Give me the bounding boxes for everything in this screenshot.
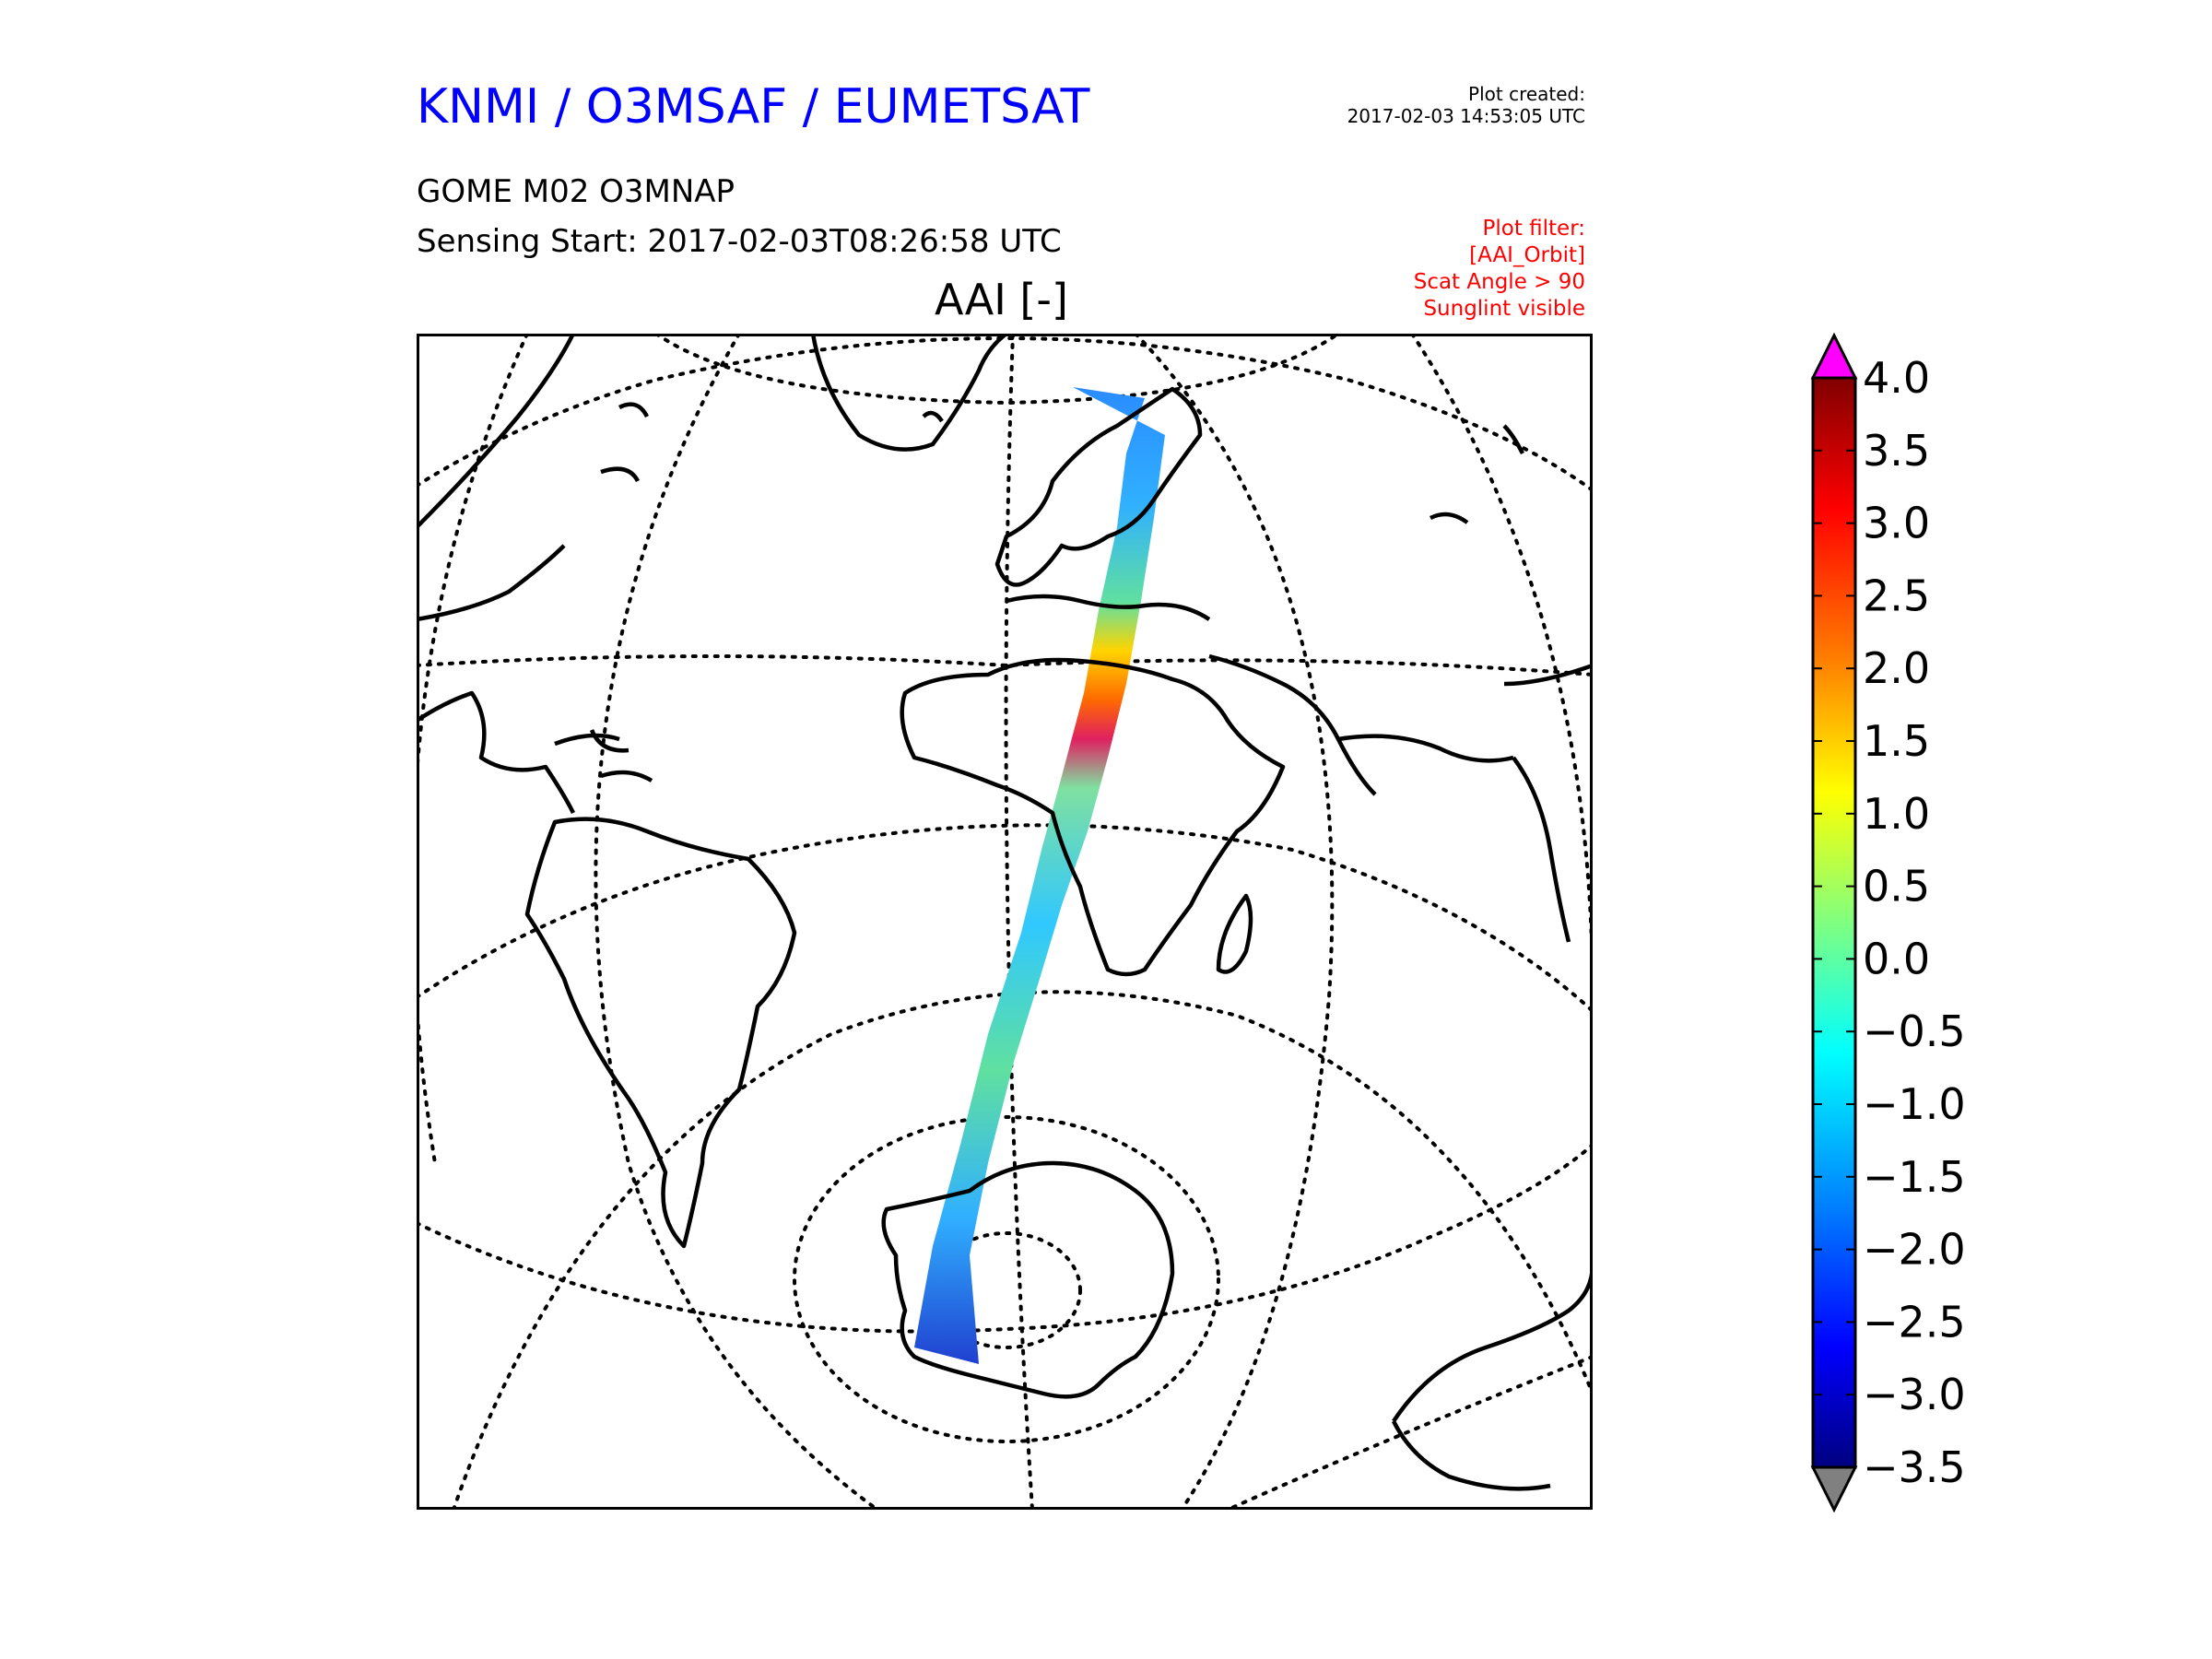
colorbar: 4.0 3.5 3.0 2.5 2.0 1.5 1.0 0.5 0.0 −0.5 −1.0 −1.5 −… <box>1810 332 1966 1513</box>
asia-coast <box>1337 663 1593 943</box>
latitude-line <box>417 1143 1593 1334</box>
longitude-line <box>417 334 529 1165</box>
antarctica-coast <box>881 1160 1175 1399</box>
map-panel <box>417 334 1593 1510</box>
product-name: GOME M02 O3MNAP <box>417 173 735 210</box>
greenland-coast <box>810 334 1008 452</box>
colorbar-tick-label: 2.0 <box>1863 643 1930 693</box>
north-america-coast <box>417 334 576 815</box>
europe-coast <box>994 386 1203 587</box>
colorbar-tick-label: 3.5 <box>1863 426 1930 476</box>
longitude-line <box>1226 1355 1593 1510</box>
filter-scat-angle: Scat Angle > 90 <box>1413 270 1585 294</box>
colorbar-gradient <box>1811 376 1857 1469</box>
colorbar-tick-label: −1.0 <box>1863 1079 1966 1129</box>
colorbar-tick-label: 0.5 <box>1863 862 1930 912</box>
filter-sunglint: Sunglint visible <box>1423 297 1585 321</box>
madagascar-coast <box>1216 893 1253 974</box>
colorbar-tick-label: 0.0 <box>1863 934 1930 983</box>
graticule <box>417 334 1593 1510</box>
mediterranean-coast <box>1006 594 1211 621</box>
map-title: AAI [-] <box>935 275 1068 324</box>
latitude-line <box>452 990 1593 1510</box>
africa-coast <box>900 657 1286 977</box>
colorbar-under-arrow <box>1810 1465 1858 1513</box>
latitude-line <box>931 1231 1082 1349</box>
colorbar-tick-label: 3.0 <box>1863 499 1930 548</box>
longitude-line <box>1410 334 1593 999</box>
organization-title: KNMI / O3MSAF / EUMETSAT <box>417 79 1090 135</box>
filter-orbit: [AAI_Orbit] <box>1469 243 1585 267</box>
longitude-line <box>1004 334 1034 1510</box>
colorbar-tick-label: −3.5 <box>1863 1442 1966 1492</box>
longitude-line <box>594 334 879 1510</box>
latitude-line <box>417 823 1593 1013</box>
colorbar-tick-label: −2.5 <box>1863 1297 1966 1347</box>
colorbar-tick-label: −3.0 <box>1863 1370 1966 1419</box>
colorbar-tick-label: 4.0 <box>1863 353 1930 403</box>
middle-east-coast <box>1208 653 1377 796</box>
colorbar-tick-label: −0.5 <box>1863 1006 1966 1056</box>
australia-coast <box>1391 1264 1593 1491</box>
latitude-line <box>793 1115 1220 1443</box>
coastlines <box>417 334 1593 1491</box>
plot-created-label: Plot created: <box>1468 83 1585 105</box>
south-america-coast <box>524 817 797 1249</box>
colorbar-ticks: 4.0 3.5 3.0 2.5 2.0 1.5 1.0 0.5 0.0 −0.5 −1.0 −1.5 −… <box>1813 353 1966 1492</box>
plot-created-time: 2017-02-03 14:53:05 UTC <box>1347 105 1585 127</box>
map-frame <box>417 334 1593 1510</box>
colorbar-tick-label: 1.5 <box>1863 716 1930 766</box>
aai-swath <box>914 387 1165 1364</box>
filter-heading: Plot filter: <box>1482 217 1585 241</box>
latitude-line <box>654 334 1340 406</box>
colorbar-tick-label: 1.0 <box>1863 789 1930 839</box>
colorbar-tick-label: −1.5 <box>1863 1152 1966 1202</box>
colorbar-tick-label: 2.5 <box>1863 571 1930 620</box>
islands-coast <box>600 402 1525 524</box>
sensing-start: Sensing Start: 2017-02-03T08:26:58 UTC <box>417 223 1062 260</box>
colorbar-over-arrow <box>1810 332 1858 380</box>
colorbar-tick-label: −2.0 <box>1863 1225 1966 1275</box>
latitude-line <box>417 336 1593 492</box>
longitude-line <box>1134 334 1335 1510</box>
caribbean-coast <box>554 729 653 782</box>
